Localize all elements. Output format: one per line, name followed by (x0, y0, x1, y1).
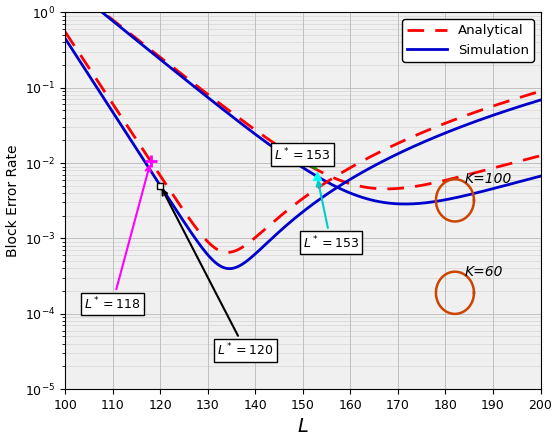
Y-axis label: Block Error Rate: Block Error Rate (6, 145, 20, 257)
Analytical (389, 186, 396, 191)
Analytical (441, 178, 448, 183)
Text: $L^*=118$: $L^*=118$ (84, 166, 151, 312)
Simulation (402, 202, 408, 207)
X-axis label: L: L (297, 417, 308, 436)
Analytical (433, 180, 440, 185)
Simulation (433, 199, 440, 204)
Analytical (271, 141, 278, 146)
Simulation (388, 201, 395, 206)
Analytical (537, 153, 544, 158)
Simulation (441, 197, 448, 202)
Legend: Analytical, Simulation: Analytical, Simulation (402, 19, 534, 62)
Line: Analytical: Analytical (65, 0, 541, 189)
Text: K=100: K=100 (464, 171, 512, 186)
Analytical (110, 18, 117, 23)
Text: $L^*=120$: $L^*=120$ (162, 190, 273, 358)
Simulation (254, 133, 261, 138)
Text: $L^*=153$: $L^*=153$ (303, 181, 359, 251)
Simulation (271, 146, 278, 151)
Line: Simulation: Simulation (65, 0, 541, 204)
Simulation (110, 19, 117, 24)
Analytical (383, 186, 389, 191)
Simulation (537, 173, 544, 179)
Text: K=60: K=60 (464, 265, 503, 279)
Text: $L^*=153$: $L^*=153$ (275, 146, 330, 169)
Analytical (254, 129, 261, 134)
